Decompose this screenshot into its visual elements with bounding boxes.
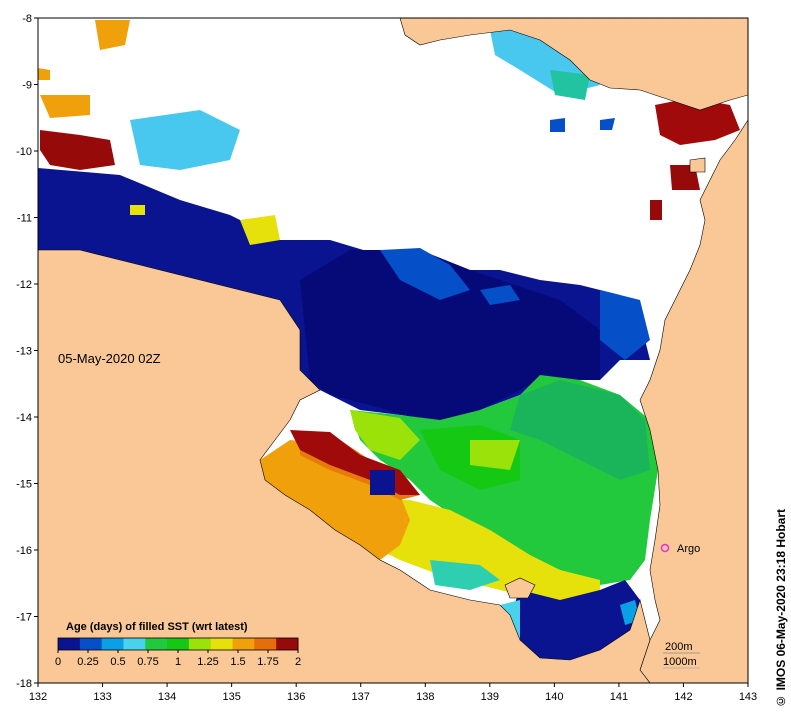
cape-york-land	[639, 95, 748, 683]
colorbar-swatch	[232, 638, 255, 650]
colorbar-swatches	[58, 638, 299, 650]
colorbar-swatch	[145, 638, 168, 650]
y-tick-label: -8	[22, 13, 32, 25]
imos-credit: © IMOS 06-May-2020 23:18 Hobart	[774, 509, 788, 708]
y-tick-label: -12	[16, 279, 32, 291]
x-tick-label: 134	[158, 691, 176, 703]
colorbar-title: Age (days) of filled SST (wrt latest)	[66, 621, 248, 633]
y-tick-label: -11	[17, 213, 32, 225]
x-tick-label: 133	[93, 691, 111, 703]
colorbar-swatch	[123, 638, 146, 650]
colorbar-tick-label: 1.75	[257, 656, 278, 668]
x-axis-ticks: 132 133 134 135 136 137 138 139 140 141 142 143	[29, 683, 757, 703]
x-tick-label: 137	[352, 691, 370, 703]
y-tick-label: -17	[16, 612, 32, 624]
colorbar-tick-label: 0.75	[137, 656, 158, 668]
colorbar-swatch	[276, 638, 299, 650]
colorbar-tick-label: 0.25	[77, 656, 98, 668]
argo-marker: Argo	[660, 543, 700, 555]
colorbar-tick-label: 1.5	[230, 656, 245, 668]
x-tick-label: 140	[545, 691, 563, 703]
arnhem-land	[38, 249, 651, 683]
y-tick-label: -16	[16, 545, 32, 557]
x-tick-label: 141	[610, 691, 628, 703]
colorbar-tick-label: 2	[295, 656, 301, 668]
y-tick-label: -13	[16, 346, 32, 358]
y-axis-ticks: -8 -9 -10 -11 -12 -13 -14 -15 -16 -17 -18	[16, 13, 38, 690]
colorbar-ticks: 0 0.25 0.5 0.75 1 1.25 1.5 1.75 2	[55, 650, 301, 668]
date-label: 05-May-2020 02Z	[58, 351, 161, 366]
isobath-legend: 200m 1000m	[663, 641, 700, 669]
x-tick-label: 135	[222, 691, 240, 703]
x-tick-label: 136	[287, 691, 305, 703]
x-tick-label: 132	[29, 691, 47, 703]
colorbar-swatch	[58, 638, 81, 650]
x-tick-label: 139	[481, 691, 499, 703]
colorbar-swatch	[188, 638, 212, 650]
isobath-label-200: 200m	[665, 641, 693, 653]
colorbar-tick-label: 1.25	[197, 656, 218, 668]
colorbar-swatch	[210, 638, 234, 650]
y-tick-label: -14	[16, 412, 32, 424]
x-tick-label: 142	[674, 691, 692, 703]
land-masses	[38, 18, 748, 683]
y-tick-label: -9	[22, 80, 32, 92]
colorbar-swatch	[79, 638, 103, 650]
colorbar-swatch	[254, 638, 277, 650]
new-guinea-land	[399, 18, 748, 111]
argo-float-icon	[660, 543, 670, 553]
x-tick-label: 143	[739, 691, 757, 703]
colorbar-tick-label: 0	[55, 656, 61, 668]
isobath-label-1000: 1000m	[663, 656, 697, 668]
argo-label: Argo	[677, 543, 700, 555]
islands	[504, 157, 706, 599]
colorbar-tick-label: 0.5	[110, 656, 125, 668]
sst-age-field	[38, 20, 740, 660]
x-tick-label: 138	[416, 691, 434, 703]
y-tick-label: -18	[16, 678, 32, 690]
colorbar-tick-label: 1	[175, 656, 181, 668]
y-tick-label: -15	[16, 479, 32, 491]
y-tick-label: -10	[16, 146, 32, 158]
colorbar-swatch	[167, 638, 190, 650]
colorbar-swatch	[101, 638, 124, 650]
